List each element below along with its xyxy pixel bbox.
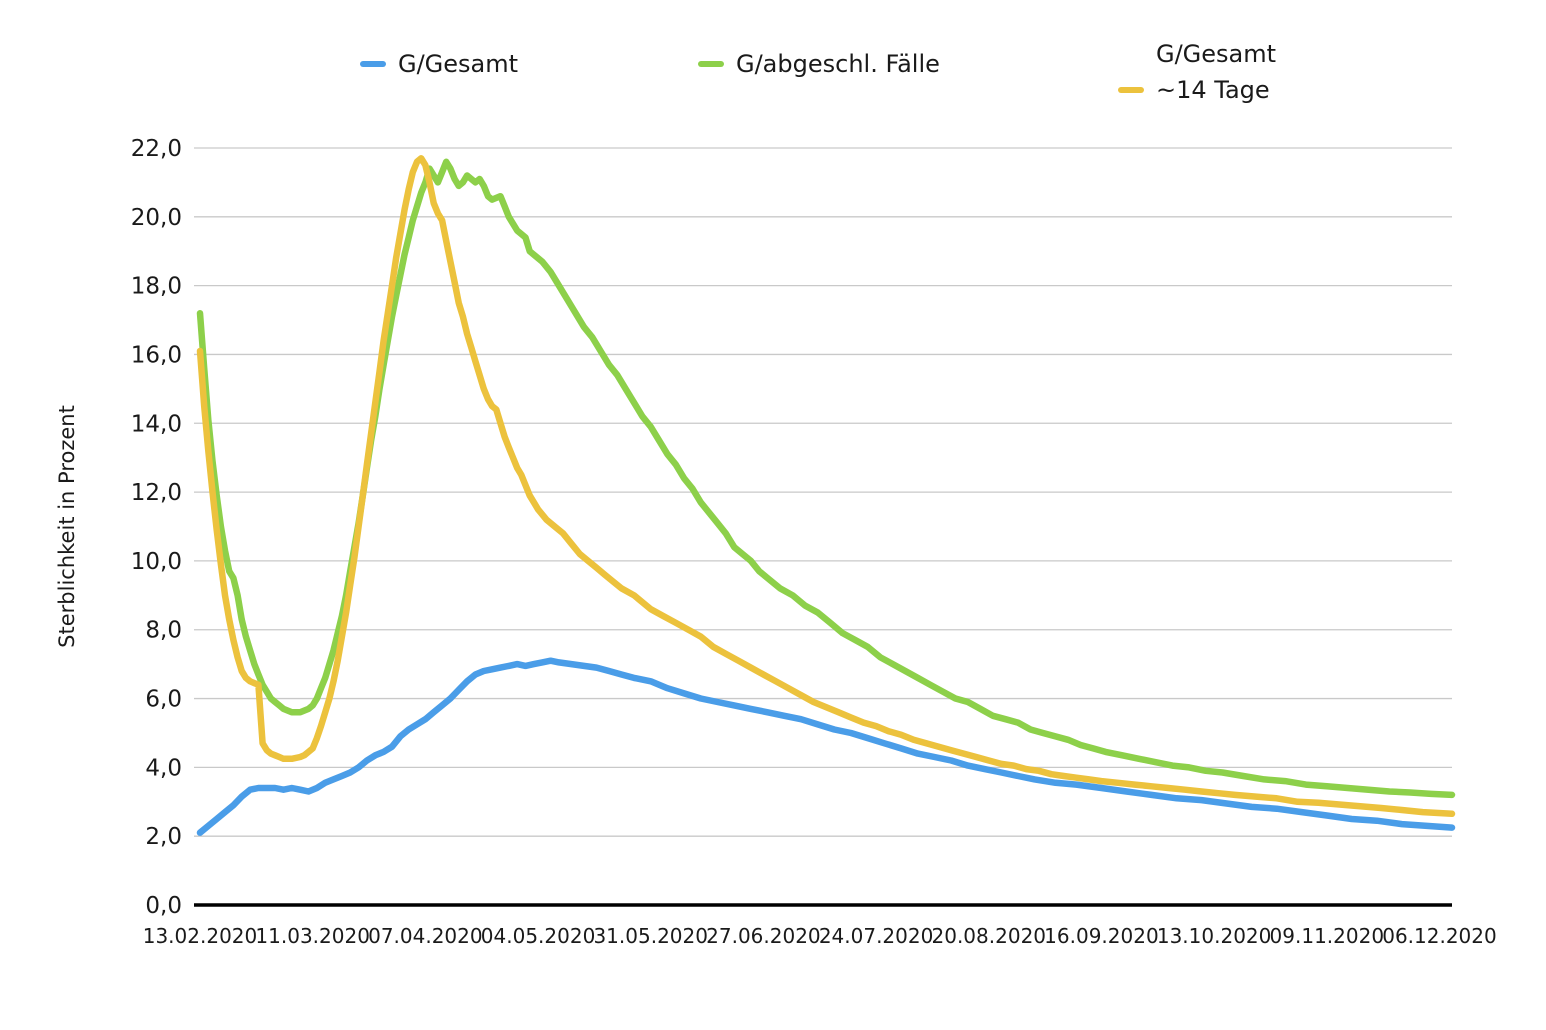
legend-label-abgeschl-faelle: G/abgeschl. Fälle bbox=[736, 50, 940, 78]
x-tick-label: 16.09.2020 bbox=[1044, 924, 1159, 948]
y-tick-label: 16,0 bbox=[131, 342, 182, 368]
y-tick-label: 12,0 bbox=[131, 480, 182, 506]
x-tick-label: 20.08.2020 bbox=[932, 924, 1047, 948]
x-tick-label: 13.10.2020 bbox=[1157, 924, 1272, 948]
y-tick-label: 4,0 bbox=[145, 755, 182, 781]
y-tick-label: 18,0 bbox=[131, 274, 182, 300]
y-tick-label: 8,0 bbox=[145, 618, 182, 644]
y-tick-label: 10,0 bbox=[131, 549, 182, 575]
x-tick-label: 09.11.2020 bbox=[1270, 924, 1385, 948]
legend-marker-yellow bbox=[1118, 87, 1144, 93]
x-tick-label: 11.03.2020 bbox=[255, 924, 370, 948]
x-tick-label: 04.05.2020 bbox=[481, 924, 596, 948]
legend-item-abgeschl-faelle[interactable]: G/abgeschl. Fälle bbox=[698, 50, 940, 78]
y-axis-title: Sterblichkeit in Prozent bbox=[55, 405, 79, 648]
legend-item-g-gesamt-14-tage[interactable]: G/Gesamt ~14 Tage bbox=[1118, 40, 1276, 104]
legend-label-g-gesamt-14-line2: ~14 Tage bbox=[1156, 76, 1270, 104]
series-line-2 bbox=[196, 155, 1456, 818]
legend-label-g-gesamt-14-line1: G/Gesamt bbox=[1156, 40, 1277, 68]
y-tick-label: 2,0 bbox=[145, 824, 182, 850]
x-tick-label: 24.07.2020 bbox=[819, 924, 934, 948]
y-tick-label: 6,0 bbox=[145, 687, 182, 713]
x-tick-label: 27.06.2020 bbox=[706, 924, 821, 948]
y-tick-label: 0,0 bbox=[145, 893, 182, 919]
y-tick-label: 22,0 bbox=[131, 136, 182, 162]
series-line-0 bbox=[196, 657, 1456, 836]
y-tick-label: 14,0 bbox=[131, 411, 182, 437]
x-tick-label: 06.12.2020 bbox=[1382, 924, 1497, 948]
x-tick-label: 07.04.2020 bbox=[368, 924, 483, 948]
y-tick-label: 20,0 bbox=[131, 205, 182, 231]
x-tick-label: 13.02.2020 bbox=[143, 924, 258, 948]
legend-item-g-gesamt[interactable]: G/Gesamt bbox=[360, 50, 518, 78]
legend-label-g-gesamt: G/Gesamt bbox=[398, 50, 519, 78]
legend-marker-blue bbox=[360, 61, 386, 67]
legend-marker-green bbox=[698, 61, 724, 67]
x-tick-label: 31.05.2020 bbox=[593, 924, 708, 948]
series-line-1 bbox=[196, 158, 1456, 799]
